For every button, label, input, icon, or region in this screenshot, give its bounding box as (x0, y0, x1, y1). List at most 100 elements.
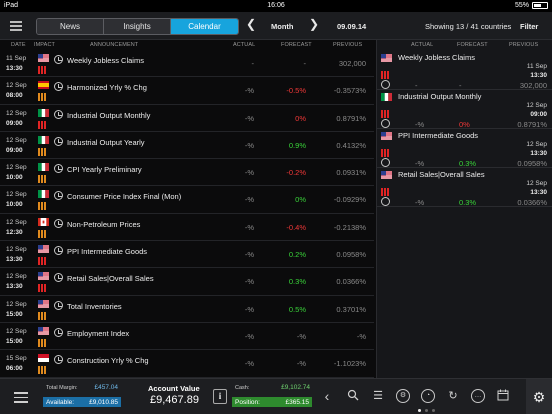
watch-date: 12 Sep 13:30 (526, 141, 547, 157)
clock-icon[interactable]: ◔ (421, 389, 435, 403)
calendar-row[interactable]: 12 Sep 09:00 Industrial Output Yearly -%… (0, 132, 374, 160)
total-margin-label: Total Margin: (46, 385, 78, 391)
calendar-row[interactable]: 12 Sep 13:30 Retail Sales|Overall Sales … (0, 268, 374, 296)
calendar-icon[interactable] (496, 389, 510, 403)
tab-news[interactable]: News (37, 19, 104, 34)
watch-title: Weekly Jobless Claims (398, 53, 475, 62)
alarm-clock-icon[interactable] (54, 300, 63, 310)
previous-period-button[interactable]: ❮ (245, 17, 257, 31)
alarm-clock-icon[interactable] (381, 119, 390, 128)
back-icon[interactable]: ‹ (324, 388, 330, 404)
available-label: Available: (46, 398, 75, 406)
tab-calendar[interactable]: Calendar (171, 19, 238, 34)
col-impact[interactable]: IMPACT (34, 42, 55, 48)
battery-icon (532, 2, 548, 9)
gear-circle-icon[interactable]: ⚙ (396, 389, 410, 403)
alarm-clock-icon[interactable] (381, 197, 390, 206)
hamburger-menu-icon[interactable] (14, 392, 28, 403)
bottom-bar: Total Margin: £457.04 Available: £9,010.… (0, 378, 552, 414)
impact-bars (381, 71, 389, 79)
event-forecast: 0.3% (288, 277, 306, 287)
next-period-button[interactable]: ❯ (308, 17, 320, 31)
watch-time: 13:30 (530, 150, 547, 157)
calendar-row[interactable]: 12 Sep 13:30 PPI Intermediate Goods -% 0… (0, 241, 374, 269)
period-selector[interactable]: Month (271, 22, 294, 31)
event-time: 13:30 (6, 283, 23, 291)
settings-icon[interactable]: ⚙ (526, 379, 552, 414)
alarm-clock-icon[interactable] (54, 55, 63, 64)
event-time: 09:00 (6, 146, 23, 154)
date-selector[interactable]: 09.09.14 (337, 22, 367, 31)
alarm-clock-icon[interactable] (54, 355, 63, 365)
status-bar: iPad 16:06 55% (0, 0, 552, 12)
watch-actual: -% (415, 198, 425, 207)
event-forecast: 0% (295, 195, 306, 205)
watch-forecast: 0.3% (459, 198, 477, 207)
position-value: £365.15 (285, 398, 310, 406)
event-time: 15:00 (6, 310, 23, 318)
impact-cell (38, 108, 68, 131)
event-date: 15 Sep 06:00 (6, 355, 27, 373)
impact-bars (38, 93, 46, 102)
calendar-row[interactable]: 12 Sep 08:00 Harmonized Yrly % Chg -% -0… (0, 77, 374, 105)
impact-cell (38, 54, 68, 76)
alarm-clock-icon[interactable] (381, 158, 390, 167)
menu-icon[interactable] (10, 21, 22, 31)
event-previous: -1.1023% (333, 359, 366, 369)
event-time: 13:30 (6, 256, 23, 264)
event-date: 11 Sep 13:30 (6, 55, 27, 72)
calendar-row[interactable]: 11 Sep 13:30 Weekly Jobless Claims - - 3… (0, 50, 374, 78)
col-previous[interactable]: PREVIOUS (333, 42, 363, 48)
impact-bars (381, 110, 389, 118)
impact-bars (381, 149, 389, 157)
calendar-row[interactable]: 12 Sep 15:00 Employment Index -% -% -% (0, 323, 374, 351)
watch-title: Retail Sales|Overall Sales (398, 170, 485, 179)
alarm-clock-icon[interactable] (54, 82, 63, 92)
calendar-row[interactable]: 12 Sep 15:00 Total Inventories -% 0.5% 0… (0, 296, 374, 323)
refresh-icon[interactable]: ↻ (448, 390, 458, 402)
alarm-clock-icon[interactable] (54, 164, 63, 174)
filter-button[interactable]: Filter (520, 22, 539, 31)
calendar-row[interactable]: 12 Sep 09:00 Industrial Output Monthly -… (0, 105, 374, 132)
calendar-row[interactable]: 15 Sep 06:00 Construction Yrly % Chg -% … (0, 350, 374, 378)
chat-icon[interactable]: … (471, 389, 485, 403)
tab-insights[interactable]: Insights (104, 19, 171, 34)
event-previous: -0.2138% (333, 222, 366, 232)
list-icon[interactable]: ☰ (373, 390, 383, 402)
event-previous: 0.0931% (336, 168, 366, 178)
impact-bars (38, 229, 46, 238)
alarm-clock-icon[interactable] (54, 136, 63, 146)
info-icon[interactable]: i (213, 389, 227, 404)
calendar-row[interactable]: 12 Sep 10:00 Consumer Price Index Final … (0, 186, 374, 214)
col-announcement[interactable]: ANNOUNCEMENT (90, 42, 139, 48)
calendar-row[interactable]: 12 Sep 10:00 CPI Yearly Preliminary -% -… (0, 159, 374, 187)
event-actual: -% (244, 359, 254, 369)
watchlist-item[interactable]: Retail Sales|Overall Sales 12 Sep 13:30 … (377, 167, 552, 207)
event-previous: 0.0958% (336, 250, 366, 260)
calendar-header: DATE IMPACT ANNOUNCEMENT ACTUAL FORECAST… (0, 40, 374, 50)
impact-bars (38, 338, 46, 347)
calendar-row[interactable]: 12 Sep 12:30 Non-Petroleum Prices -% -0.… (0, 214, 374, 242)
alarm-clock-icon[interactable] (54, 273, 63, 283)
watchlist-item[interactable]: Weekly Jobless Claims 11 Sep 13:30 - - 3… (377, 50, 552, 90)
impact-bars (38, 202, 46, 211)
search-icon[interactable] (346, 389, 360, 403)
watch-date: 12 Sep 09:00 (526, 102, 547, 118)
alarm-clock-icon[interactable] (54, 109, 63, 119)
col-actual[interactable]: ACTUAL (233, 42, 256, 48)
cash-value: £9,102.74 (281, 384, 310, 391)
alarm-clock-icon[interactable] (54, 218, 63, 228)
impact-bars (38, 120, 46, 129)
event-forecast: -0.4% (286, 222, 306, 232)
alarm-clock-icon[interactable] (54, 246, 63, 256)
alarm-clock-icon[interactable] (54, 191, 63, 201)
watch-forecast: 0.3% (459, 159, 477, 168)
watchlist-item[interactable]: Industrial Output Monthly 12 Sep 09:00 -… (377, 89, 552, 129)
col-forecast[interactable]: FORECAST (281, 42, 312, 48)
event-announcement: CPI Yearly Preliminary (67, 165, 142, 175)
alarm-clock-icon[interactable] (381, 80, 390, 89)
watchlist-item[interactable]: PPI Intermediate Goods 12 Sep 13:30 -% 0… (377, 128, 552, 168)
impact-cell (38, 354, 68, 376)
col-date[interactable]: DATE (11, 42, 26, 48)
alarm-clock-icon[interactable] (54, 327, 63, 337)
